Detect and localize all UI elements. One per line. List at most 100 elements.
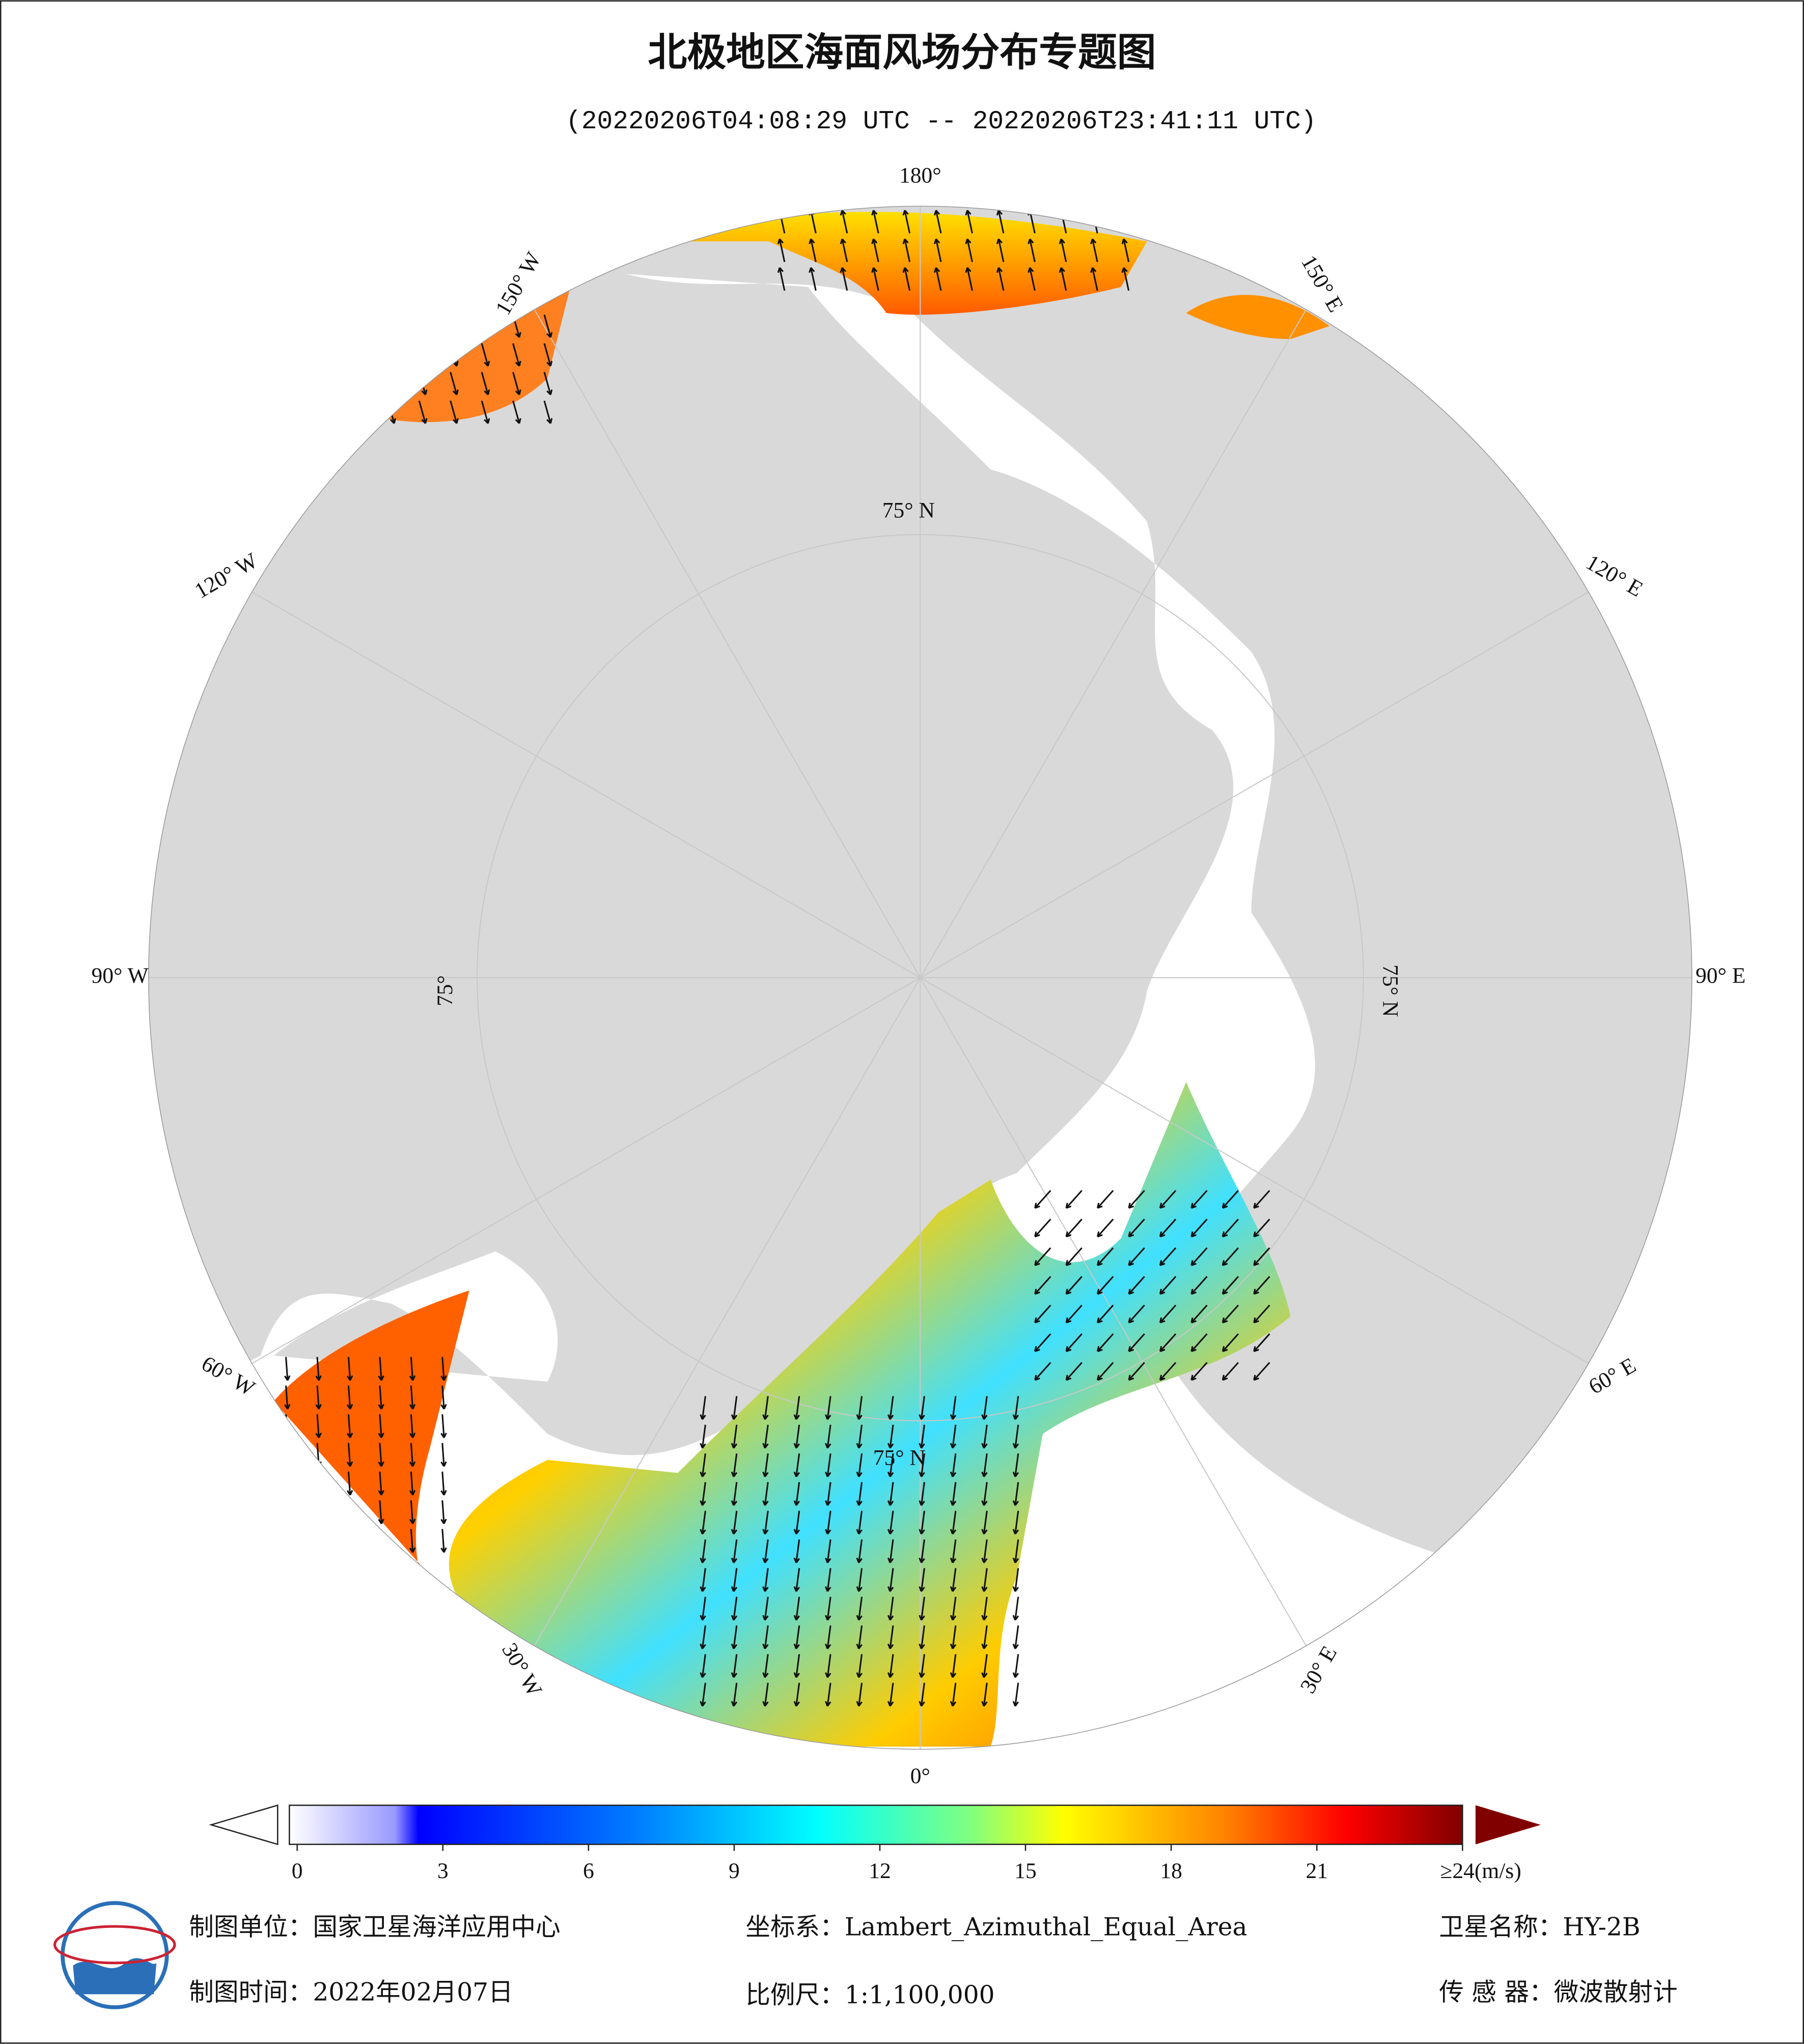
wind-arrow [825, 1424, 831, 1449]
wind-arrow [793, 1482, 800, 1506]
wind-arrow [418, 400, 428, 424]
wind-arrow [1222, 1362, 1239, 1381]
wind-arrow [825, 1597, 831, 1621]
wind-arrow [1253, 1304, 1270, 1324]
wind-arrow [440, 1414, 447, 1438]
wind-arrow [887, 1510, 894, 1535]
wind-arrow [981, 1424, 988, 1449]
wind-arrow [825, 1510, 831, 1535]
wind-arrow [1190, 1190, 1208, 1209]
footer-satellite: 卫星名称：HY-2B [1439, 1913, 1640, 1942]
wind-arrow [887, 1482, 894, 1506]
wind-arrow [731, 1424, 738, 1449]
wind-arrow [1065, 1190, 1083, 1209]
wind-arrow [762, 1510, 769, 1535]
wind-arrow [793, 1654, 800, 1678]
wind-arrow [409, 1385, 416, 1410]
wind-arrow [1065, 1333, 1083, 1352]
wind-arrow [481, 372, 490, 396]
wind-arrow [1034, 1276, 1051, 1295]
wind-arrow [887, 1539, 894, 1563]
wind-arrow [512, 400, 521, 424]
wind-arrow [543, 343, 553, 367]
wind-arrow [378, 1471, 384, 1496]
wind-arrow [1190, 1247, 1208, 1266]
wind-arrow [1012, 1654, 1019, 1678]
wind-arrow [981, 1510, 988, 1535]
wind-arrow [700, 1683, 706, 1707]
wind-arrow [1012, 1424, 1019, 1449]
wind-swath-okhotsk [1186, 295, 1330, 340]
wind-arrow [902, 210, 911, 234]
wind-arrow [887, 1597, 894, 1621]
wind-arrow [762, 1568, 769, 1592]
colorbar-tick-label: 12 [869, 1859, 891, 1883]
wind-arrow [762, 1539, 769, 1563]
wind-arrow [793, 1396, 800, 1420]
meridian [534, 309, 921, 978]
wind-arrow [762, 1597, 769, 1621]
wind-arrow [387, 343, 396, 367]
wind-arrow [1222, 1333, 1239, 1352]
wind-arrow [1128, 1218, 1145, 1238]
wind-arrow [450, 314, 459, 338]
meridian [920, 591, 1589, 978]
footer-date: 制图时间：2022年02月07日 [189, 1978, 513, 2007]
wind-arrow [919, 1396, 925, 1420]
wind-arrow [1012, 1597, 1019, 1621]
wind-arrow [809, 238, 817, 262]
wind-arrow [840, 210, 848, 234]
wind-arrow [1065, 1362, 1083, 1381]
wind-arrow [856, 1683, 863, 1707]
wind-arrow [825, 1683, 831, 1707]
wind-arrow [284, 1357, 291, 1381]
wind-arrow [887, 1396, 894, 1420]
wind-arrow [950, 1482, 957, 1506]
colorbar-high-arrow [1475, 1805, 1541, 1844]
ocean [148, 274, 1692, 1749]
wind-arrows [284, 210, 1270, 1707]
meridian [252, 591, 921, 978]
wind-arrow [777, 238, 786, 262]
wind-arrow [315, 1500, 322, 1524]
wind-arrow [1190, 1304, 1208, 1324]
wind-arrow [731, 1683, 738, 1707]
wind-arrow [440, 1443, 447, 1467]
wind-arrow [284, 1443, 291, 1467]
wind-arrow [731, 1453, 738, 1477]
wind-arrow [450, 372, 459, 396]
footer-sensor: 传 感 器：微波散射计 [1439, 1978, 1678, 2007]
wind-arrow [950, 1396, 957, 1420]
wind-arrow [1097, 1276, 1114, 1295]
wind-arrow [793, 1683, 800, 1707]
wind-arrow [825, 1482, 831, 1506]
wind-arrow [1253, 1276, 1270, 1295]
wind-arrow [1097, 1190, 1114, 1209]
wind-arrow [825, 1539, 831, 1563]
wind-arrow [315, 1414, 322, 1438]
wind-arrow [1065, 1247, 1083, 1266]
wind-arrow [700, 1424, 706, 1449]
wind-arrow [856, 1568, 863, 1592]
wind-arrow [1034, 1190, 1051, 1209]
wind-arrow [731, 1482, 738, 1506]
wind-arrow [856, 1625, 863, 1649]
longitude-label: 90° E [1696, 963, 1745, 988]
wind-arrow [919, 1510, 925, 1535]
wind-arrow [512, 372, 521, 396]
wind-arrow [543, 314, 553, 338]
wind-arrow [1097, 1304, 1114, 1324]
wind-arrow [856, 1424, 863, 1449]
wind-arrow [793, 1539, 800, 1563]
wind-arrow [378, 1414, 384, 1438]
wind-arrow [762, 1396, 769, 1420]
wind-arrow [1012, 1625, 1019, 1649]
meridian [920, 977, 1589, 1364]
wind-arrow [825, 1654, 831, 1678]
wind-arrow [1065, 1218, 1083, 1238]
wind-arrow [950, 1597, 957, 1621]
wind-arrow [887, 1424, 894, 1449]
wind-arrow [440, 1385, 447, 1410]
wind-arrow [1028, 238, 1036, 262]
wind-arrow [1059, 267, 1067, 291]
